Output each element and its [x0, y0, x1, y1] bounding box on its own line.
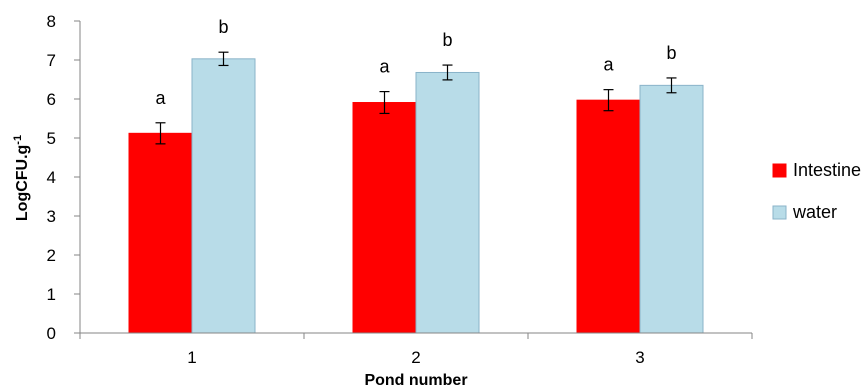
x-axis-ticks: 1 2 3: [79, 333, 753, 367]
x-tick-label: 1: [187, 348, 196, 367]
error-bars: [155, 51, 677, 145]
bars: [128, 58, 704, 334]
y-tick-label: 4: [47, 168, 56, 187]
x-axis-title: Pond number: [364, 372, 467, 389]
y-tick-label: 3: [47, 207, 56, 226]
significance-letter: a: [379, 57, 390, 77]
y-tick-label: 6: [47, 90, 56, 109]
legend-swatch-water: [772, 205, 787, 220]
bar-intestine-3: [576, 99, 641, 334]
bar-water-2: [415, 71, 480, 334]
y-axis-title-superscript: -1: [12, 135, 24, 145]
significance-letter: a: [603, 55, 614, 75]
y-tick-label: 5: [47, 129, 56, 148]
significance-letter: b: [218, 17, 228, 37]
legend-label-water: water: [792, 202, 837, 222]
significance-letters: a a a b b b: [155, 17, 676, 108]
x-tick-label: 2: [411, 348, 420, 367]
significance-letter: a: [155, 88, 166, 108]
significance-letter: b: [666, 43, 676, 63]
bar-water-1: [191, 58, 256, 334]
y-axis-title-main: LogCFU.g: [14, 145, 31, 221]
y-tick-label: 1: [47, 285, 56, 304]
y-tick-label: 0: [47, 324, 56, 343]
y-axis-ticks: 0 1 2 3 4 5 6 7 8: [47, 12, 80, 343]
significance-letter: b: [442, 30, 452, 50]
bar-water-3: [639, 84, 704, 334]
y-tick-label: 7: [47, 51, 56, 70]
y-tick-label: 8: [47, 12, 56, 31]
legend-label-intestine: Intestine: [793, 160, 861, 180]
bar-intestine-1: [128, 132, 193, 334]
x-tick-label: 3: [635, 348, 644, 367]
bar-intestine-2: [352, 102, 417, 334]
legend-swatch-intestine: [772, 163, 787, 178]
y-axis-title: LogCFU.g-1: [12, 135, 31, 221]
y-tick-label: 2: [47, 246, 56, 265]
legend: Intestine water: [772, 160, 861, 222]
